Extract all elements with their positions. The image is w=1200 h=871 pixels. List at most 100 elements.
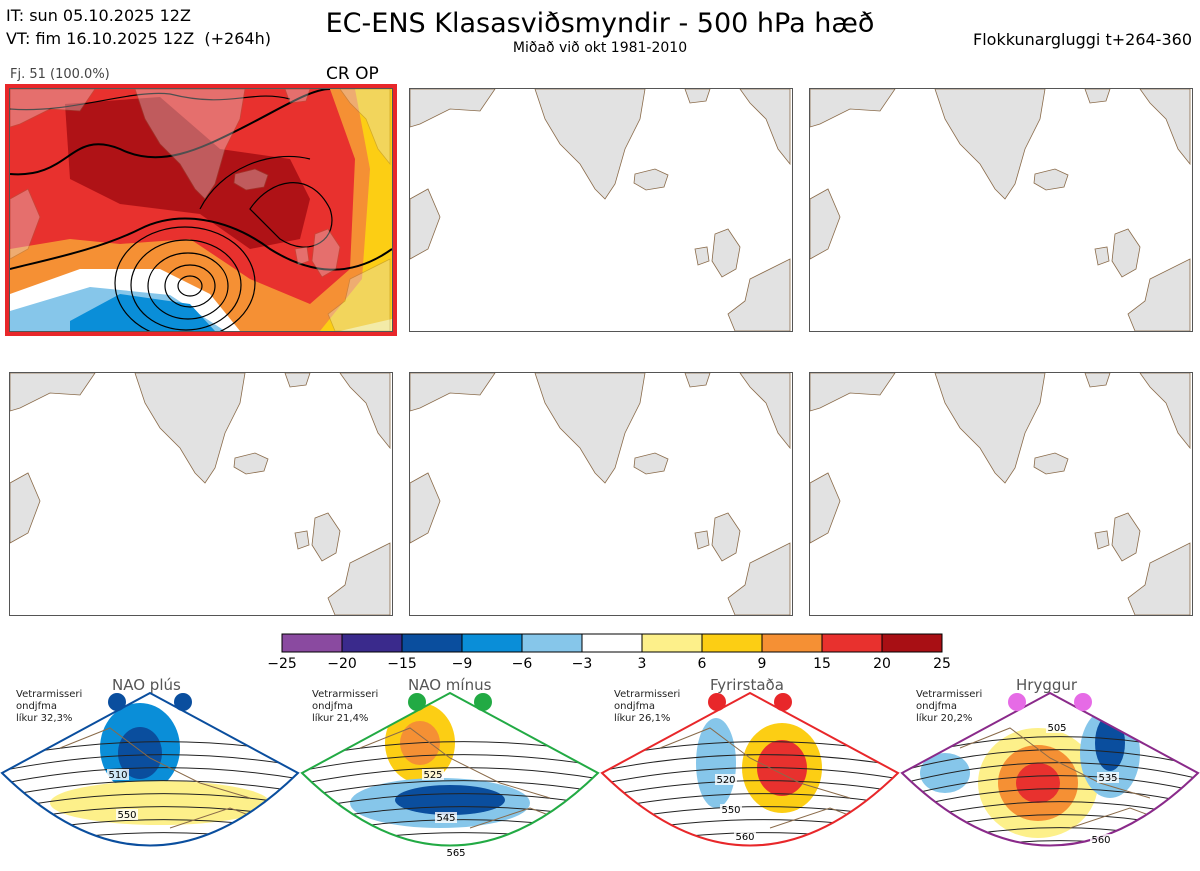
height-contour (302, 793, 598, 811)
regime-maps: 510 550 525 545 565 520 550 560 505 535 560 (0, 691, 1200, 862)
regime-marker (1074, 693, 1092, 711)
regime-marker (1008, 693, 1026, 711)
regime-marker (474, 693, 492, 711)
colorbar-swatch (821, 633, 883, 653)
colorbar-swatch (701, 633, 763, 653)
colorbar-swatch (581, 633, 643, 653)
regime-marker (108, 693, 126, 711)
height-contour (2, 845, 298, 846)
cluster-map-2 (410, 89, 791, 331)
contour-label: 560 (735, 832, 754, 843)
regime-frame (0, 691, 300, 847)
contour-label: 535 (1098, 773, 1117, 784)
regime-marker (174, 693, 192, 711)
regime-map: 525 545 565 (300, 691, 600, 859)
regime-meta: Vetrarmisseri ondjfma líkur 21,4% (312, 689, 379, 724)
cluster-panel-1 (5, 84, 397, 336)
colorbar-tick-label: 15 (813, 656, 831, 672)
height-contour (902, 775, 1198, 798)
colorbar-tick-label: 25 (933, 656, 951, 672)
cluster-map-3 (810, 89, 1191, 331)
colorbar-swatch (881, 633, 943, 653)
colorbar (281, 633, 943, 653)
height-contour (302, 780, 598, 798)
height-contour (302, 754, 598, 772)
colorbar-swatch (281, 633, 343, 653)
height-contour (2, 754, 298, 772)
height-contour (902, 762, 1198, 785)
regime-marker (708, 693, 726, 711)
colorbar-swatch (461, 633, 523, 653)
height-contour (902, 788, 1198, 811)
height-contour (302, 767, 598, 785)
anomaly-blob (395, 785, 505, 815)
height-contour (2, 780, 298, 798)
contour-label: 560 (1091, 835, 1110, 846)
cluster-panel-6 (809, 372, 1193, 616)
window-label: Flokkunargluggi t+264-360 (973, 30, 1192, 49)
cluster-panel-3 (809, 88, 1193, 332)
anomaly-blob (1016, 763, 1060, 803)
cluster-tags: CR OP (326, 64, 379, 84)
colorbar-tick-label: 9 (757, 656, 767, 672)
regime-marker (774, 693, 792, 711)
contour-label: 565 (446, 848, 465, 859)
colorbar-tick-label: 6 (697, 656, 707, 672)
height-contour (602, 845, 898, 846)
colorbar-swatch (641, 633, 703, 653)
cluster-panel-2 (409, 88, 793, 332)
regime-frame (900, 691, 1200, 847)
cluster-map-5 (410, 373, 791, 615)
regime-meta: Vetrarmisseri ondjfma líkur 32,3% (16, 689, 83, 724)
colorbar-tick-label: −9 (451, 656, 473, 672)
cluster-panel-4 (9, 372, 393, 616)
header-times: IT: sun 05.10.2025 12Z VT: fim 16.10.202… (6, 4, 271, 50)
colorbar-tick-label: 20 (873, 656, 891, 672)
colorbar-tick-label: −3 (571, 656, 593, 672)
colorbar-swatch (341, 633, 403, 653)
contour-label: 545 (436, 813, 455, 824)
regime-meta: Vetrarmisseri ondjfma líkur 26,1% (614, 689, 681, 724)
regime-map: 505 535 560 (900, 691, 1200, 862)
cluster-map-4 (10, 373, 391, 615)
regime-frame (600, 691, 900, 847)
contour-label: 505 (1047, 723, 1066, 734)
height-contour (602, 780, 898, 798)
cluster-map-6 (810, 373, 1191, 615)
regime-frame (300, 691, 600, 847)
height-contour (902, 840, 1198, 846)
contour-label: 525 (423, 770, 442, 781)
regime-title: Hryggur (1016, 676, 1078, 694)
contour-label: 550 (721, 805, 740, 816)
colorbar-swatch (761, 633, 823, 653)
height-contour (602, 793, 898, 811)
regime-title: NAO mínus (408, 676, 492, 694)
colorbar-swatch (521, 633, 583, 653)
regime-marker (408, 693, 426, 711)
cluster-panel-5 (409, 372, 793, 616)
colorbar-tick-label: −6 (511, 656, 533, 672)
colorbar-tick-label: −25 (267, 656, 297, 672)
page-subtitle: Miðað við okt 1981-2010 (512, 40, 688, 56)
colorbar-swatch (401, 633, 463, 653)
cluster-map-1 (10, 89, 392, 331)
regime-meta: Vetrarmisseri ondjfma líkur 20,2% (916, 689, 983, 724)
colorbar-tick-label: −15 (387, 656, 417, 672)
vt-line: VT: fim 16.10.2025 12Z (+264h) (6, 29, 271, 48)
regime-map: 510 550 (0, 691, 300, 847)
contour-label: 510 (108, 770, 127, 781)
cluster-count-label: Fj. 51 (100.0%) (10, 67, 110, 82)
contour-label: 520 (716, 775, 735, 786)
colorbar-tick-label: −20 (327, 656, 357, 672)
height-contour (602, 754, 898, 772)
page-title: EC-ENS Klasasviðsmyndir - 500 hPa hæð (325, 8, 875, 39)
height-contour (602, 767, 898, 785)
height-contour (2, 767, 298, 785)
anomaly-blob (118, 727, 162, 779)
anomaly-blob (50, 781, 270, 825)
regime-title: Fyrirstaða (710, 676, 784, 694)
regime-title: NAO plús (112, 676, 181, 694)
anomaly-blob (1010, 850, 1046, 862)
colorbar-tick-label: 3 (637, 656, 647, 672)
height-contour (2, 793, 298, 811)
